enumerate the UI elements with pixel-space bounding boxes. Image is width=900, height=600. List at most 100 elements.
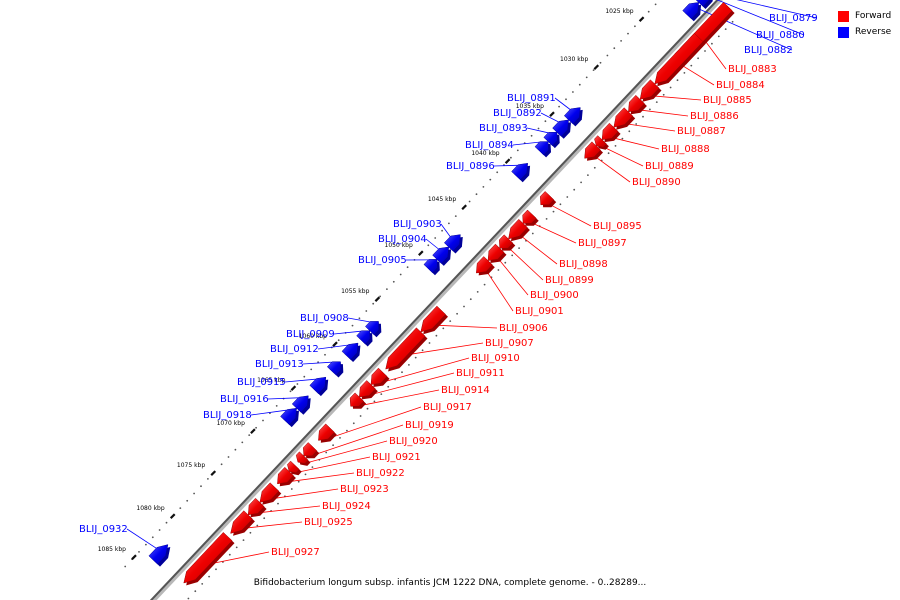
gene-arrow[interactable]	[508, 218, 528, 240]
gene-BLIJ_0915[interactable]	[309, 376, 329, 397]
gene-arrow[interactable]	[370, 367, 388, 385]
gene-arrow[interactable]	[148, 544, 169, 565]
gene-arrow[interactable]	[540, 191, 555, 206]
gene-BLIJ_0921[interactable]	[287, 460, 302, 476]
gene-arrow[interactable]	[487, 243, 505, 261]
gene-BLIJ_0907[interactable]	[385, 327, 428, 372]
gene-label[interactable]: BLIJ_0911	[456, 368, 505, 379]
gene-BLIJ_0904[interactable]	[432, 246, 452, 266]
gene-BLIJ_0917[interactable]	[318, 423, 337, 443]
gene-label[interactable]: BLIJ_0906	[499, 323, 548, 334]
gene-label[interactable]: BLIJ_0898	[559, 259, 608, 270]
gene-BLIJ_0893[interactable]	[543, 132, 560, 149]
gene-label[interactable]: BLIJ_0914	[441, 385, 490, 396]
gene-label[interactable]: BLIJ_0919	[405, 420, 454, 431]
gene-arrow[interactable]	[522, 209, 537, 224]
gene-arrow[interactable]	[280, 407, 297, 426]
gene-arrow[interactable]	[628, 94, 645, 113]
gene-label[interactable]: BLIJ_0909	[286, 329, 335, 340]
gene-arrow[interactable]	[183, 532, 233, 584]
gene-arrow[interactable]	[694, 0, 710, 7]
gene-arrow[interactable]	[613, 107, 634, 128]
gene-label[interactable]: BLIJ_0901	[515, 306, 564, 317]
gene-label[interactable]: BLIJ_0920	[389, 436, 438, 447]
gene-label[interactable]: BLIJ_0922	[356, 468, 405, 479]
gene-BLIJ_0923[interactable]	[259, 482, 282, 505]
gene-BLIJ_0906[interactable]	[420, 305, 448, 335]
gene-label[interactable]: BLIJ_0915	[237, 377, 286, 388]
gene-label[interactable]: BLIJ_0882	[744, 45, 793, 56]
gene-arrow[interactable]	[552, 119, 569, 137]
gene-arrow[interactable]	[259, 482, 280, 503]
gene-label[interactable]: BLIJ_0916	[220, 394, 269, 405]
gene-label[interactable]: BLIJ_0917	[423, 402, 472, 413]
gene-arrow[interactable]	[385, 327, 426, 370]
gene-label[interactable]: BLIJ_0888	[661, 144, 710, 155]
gene-label[interactable]: BLIJ_0921	[372, 452, 421, 463]
gene-label[interactable]: BLIJ_0903	[393, 219, 442, 230]
gene-arrow[interactable]	[291, 395, 309, 413]
gene-BLIJ_0910[interactable]	[370, 367, 390, 387]
gene-BLIJ_0932[interactable]	[148, 544, 171, 567]
gene-arrow[interactable]	[423, 259, 438, 274]
gene-BLIJ_0927[interactable]	[183, 532, 235, 586]
gene-arrow[interactable]	[295, 451, 309, 464]
gene-arrow[interactable]	[511, 163, 528, 181]
gene-BLIJ_0892[interactable]	[552, 119, 571, 139]
gene-label[interactable]: BLIJ_0910	[471, 353, 520, 364]
gene-label[interactable]: BLIJ_0893	[479, 123, 528, 134]
gene-label[interactable]: BLIJ_0891	[507, 93, 556, 104]
gene-arrow[interactable]	[594, 135, 607, 148]
gene-arrow[interactable]	[584, 141, 601, 159]
gene-arrow[interactable]	[356, 330, 371, 345]
gene-label[interactable]: BLIJ_0932	[79, 524, 128, 535]
gene-label[interactable]: BLIJ_0879	[769, 13, 818, 24]
gene-label[interactable]: BLIJ_0880	[756, 30, 805, 41]
gene-BLIJ_0914[interactable]	[349, 392, 367, 409]
gene-arrow[interactable]	[654, 32, 704, 85]
gene-arrow[interactable]	[230, 510, 253, 534]
gene-BLIJ_0899[interactable]	[499, 234, 516, 251]
gene-BLIJ_0901[interactable]	[476, 256, 495, 276]
gene-arrow[interactable]	[359, 380, 376, 398]
gene-arrow[interactable]	[365, 321, 380, 336]
gene-arrow[interactable]	[534, 141, 549, 156]
gene-label[interactable]: BLIJ_0883	[728, 64, 777, 75]
gene-BLIJ_0925[interactable]	[230, 510, 255, 536]
gene-label[interactable]: BLIJ_0884	[716, 80, 765, 91]
gene-BLIJ_0905[interactable]	[423, 259, 440, 276]
gene-arrow[interactable]	[277, 466, 294, 485]
gene-label[interactable]: BLIJ_0912	[270, 344, 319, 355]
gene-arrow[interactable]	[287, 460, 300, 474]
gene-arrow[interactable]	[326, 361, 342, 376]
gene-arrow[interactable]	[499, 234, 514, 249]
gene-label[interactable]: BLIJ_0913	[255, 359, 304, 370]
gene-BLIJ_0884[interactable]	[654, 32, 706, 87]
gene-label[interactable]: BLIJ_0924	[322, 501, 371, 512]
gene-arrow[interactable]	[432, 246, 449, 264]
gene-arrow[interactable]	[318, 423, 335, 441]
gene-label[interactable]: BLIJ_0892	[493, 108, 542, 119]
gene-BLIJ_0913[interactable]	[326, 361, 344, 378]
gene-label[interactable]: BLIJ_0900	[530, 290, 579, 301]
gene-arrow[interactable]	[420, 305, 446, 333]
gene-BLIJ_0900[interactable]	[487, 243, 507, 263]
gene-BLIJ_0920[interactable]	[295, 451, 311, 466]
gene-BLIJ_0896[interactable]	[511, 163, 531, 183]
gene-arrow[interactable]	[309, 376, 327, 395]
gene-BLIJ_0908[interactable]	[365, 321, 382, 338]
gene-arrow[interactable]	[682, 2, 699, 20]
gene-arrow[interactable]	[476, 256, 493, 274]
gene-BLIJ_0880[interactable]	[694, 0, 712, 9]
gene-label[interactable]: BLIJ_0887	[677, 126, 726, 137]
gene-BLIJ_0897[interactable]	[522, 209, 539, 226]
gene-BLIJ_0895[interactable]	[540, 191, 557, 208]
gene-BLIJ_0922[interactable]	[277, 466, 296, 487]
gene-arrow[interactable]	[341, 342, 359, 360]
gene-arrow[interactable]	[247, 497, 265, 516]
gene-arrow[interactable]	[303, 442, 318, 457]
gene-BLIJ_0909[interactable]	[356, 330, 373, 347]
gene-BLIJ_0912[interactable]	[341, 342, 361, 362]
gene-label[interactable]: BLIJ_0904	[378, 234, 427, 245]
gene-label[interactable]: BLIJ_0886	[690, 111, 739, 122]
